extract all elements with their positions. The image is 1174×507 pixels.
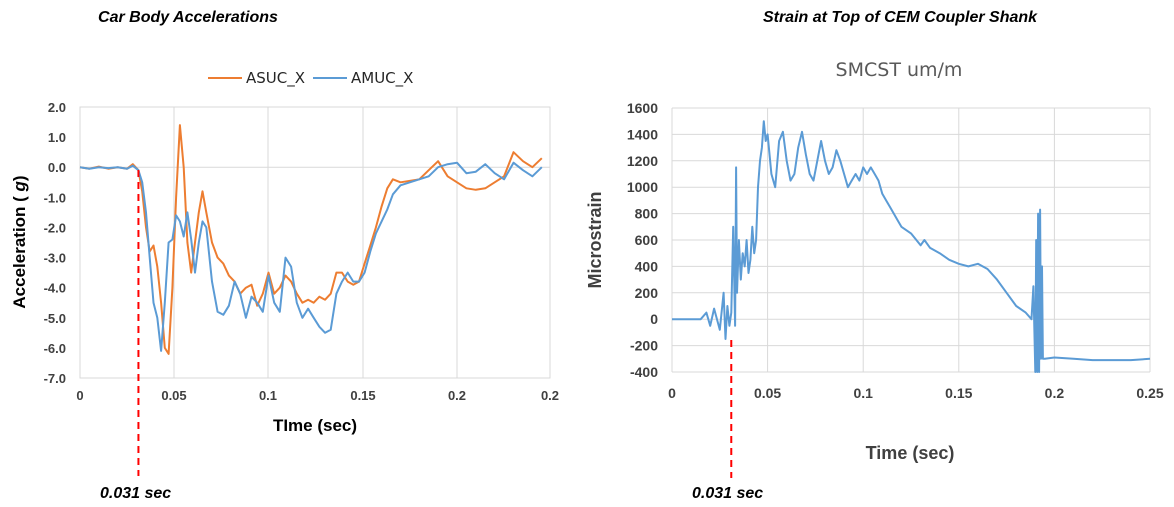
y-tick-label: -200 — [630, 338, 658, 354]
chart-title: Strain at Top of CEM Coupler Shank — [763, 9, 1038, 26]
y-tick-label: -7.0 — [44, 371, 66, 386]
x-tick-label: 0.1 — [853, 385, 873, 401]
y-tick-label: 1400 — [627, 126, 658, 142]
x-ticks: 0 0.05 0.1 0.15 0.2 0.2 — [76, 388, 559, 403]
y-tick-label: -4.0 — [44, 281, 66, 296]
y-ticks: 1600 1400 1200 1000 800 600 400 200 0 -200 -400 — [627, 100, 658, 380]
y-tick-label: 400 — [635, 258, 659, 274]
chart-title: Car Body Accelerations — [98, 9, 278, 26]
gridlines — [671, 107, 1151, 373]
y-axis-label: Microstrain — [585, 191, 605, 288]
x-axis-label: TIme (sec) — [273, 416, 357, 435]
chart-subtitle: SMCST um/m — [836, 59, 963, 81]
y-tick-label: -5.0 — [44, 311, 66, 326]
y-tick-label: -2.0 — [44, 220, 66, 235]
y-tick-label: 200 — [635, 285, 659, 301]
y-tick-label: -1.0 — [44, 190, 66, 205]
time-marker-label: 0.031 sec — [100, 485, 171, 502]
legend: ASUC_X AMUC_X — [208, 69, 413, 88]
y-tick-label: 0.0 — [48, 160, 66, 175]
y-axis-unit: g — [10, 180, 29, 192]
y-ticks: 2.0 1.0 0.0 -1.0 -2.0 -3.0 -4.0 -5.0 -6.0 -7.0 — [44, 100, 66, 386]
series-line-amuc-x — [79, 161, 543, 352]
x-tick-label: 0.05 — [161, 388, 186, 403]
chart-left: Car Body Accelerations ASUC_X AMUC_X 2.0… — [10, 9, 559, 502]
y-axis-label: Acceleration ( g) — [10, 175, 29, 308]
y-tick-label: 1000 — [627, 179, 658, 195]
series-line-asuc-x — [79, 124, 543, 355]
x-tick-label: 0.2 — [448, 388, 466, 403]
y-axis-label-close: ) — [10, 175, 29, 181]
chart-right: Strain at Top of CEM Coupler Shank SMCST… — [585, 9, 1164, 502]
y-tick-label: 1200 — [627, 153, 658, 169]
x-ticks: 0 0.05 0.1 0.15 0.2 0.25 — [668, 385, 1164, 401]
x-axis-label: Time (sec) — [866, 443, 955, 463]
y-tick-label: 600 — [635, 232, 659, 248]
y-tick-label: -400 — [630, 364, 658, 380]
legend-label-amuc: AMUC_X — [351, 69, 413, 88]
series-lines — [79, 124, 543, 355]
plot-area — [79, 106, 551, 379]
y-tick-label: 800 — [635, 206, 659, 222]
x-tick-label: 0.25 — [1136, 385, 1163, 401]
y-axis-label-text: Acceleration ( — [10, 196, 29, 309]
time-marker-label: 0.031 sec — [692, 485, 763, 502]
x-tick-label: 0.2 — [541, 388, 559, 403]
y-tick-label: 1600 — [627, 100, 658, 116]
y-tick-label: 1.0 — [48, 130, 66, 145]
y-tick-label: -6.0 — [44, 341, 66, 356]
x-tick-label: 0.05 — [754, 385, 781, 401]
y-tick-label: -3.0 — [44, 251, 66, 266]
series-line-smcst-um-m — [672, 120, 1151, 373]
x-tick-label: 0.2 — [1045, 385, 1065, 401]
x-tick-label: 0 — [668, 385, 676, 401]
legend-label-asuc: ASUC_X — [246, 69, 305, 88]
y-tick-label: 0 — [650, 311, 658, 327]
x-tick-label: 0 — [76, 388, 83, 403]
y-tick-label: 2.0 — [48, 100, 66, 115]
x-tick-label: 0.15 — [945, 385, 972, 401]
series-lines — [672, 120, 1151, 373]
gridlines — [80, 107, 550, 378]
x-tick-label: 0.15 — [350, 388, 375, 403]
x-tick-label: 0.1 — [259, 388, 277, 403]
